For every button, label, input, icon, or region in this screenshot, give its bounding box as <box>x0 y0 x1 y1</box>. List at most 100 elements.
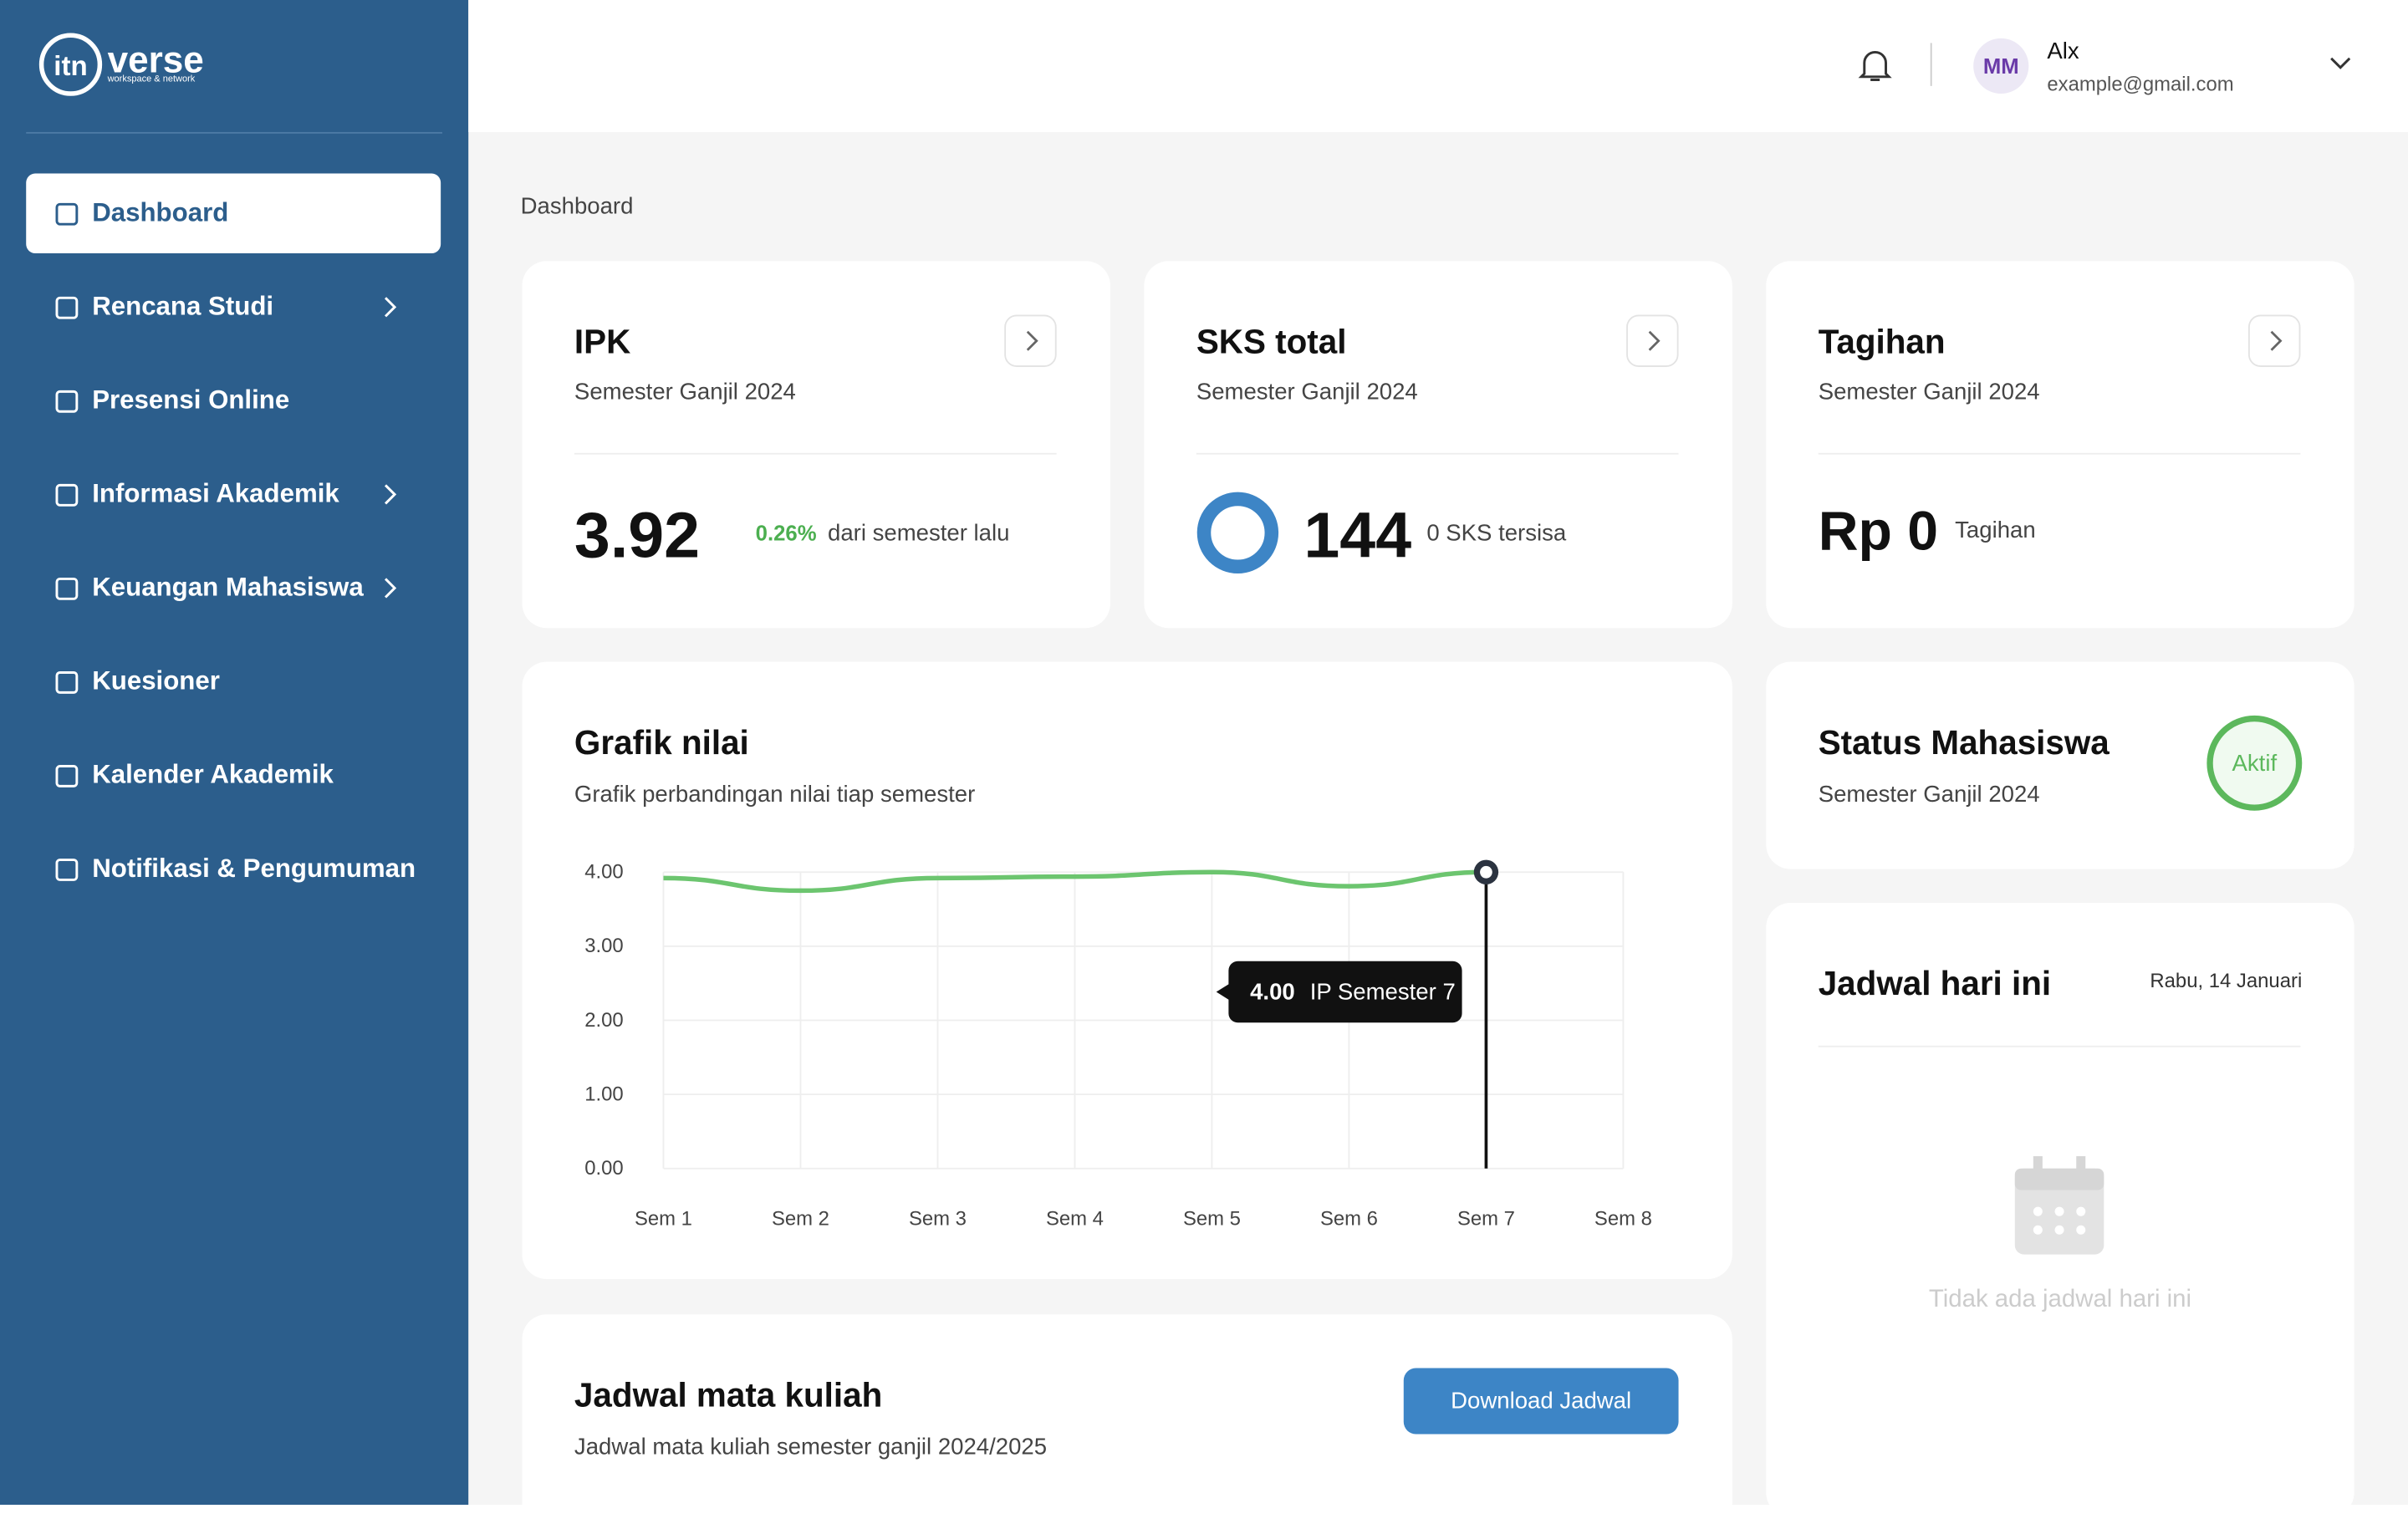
x-tick-label: Sem 3 <box>909 1208 967 1231</box>
y-tick-label: 2.00 <box>584 1009 623 1032</box>
breadcrumb: Dashboard <box>520 193 634 220</box>
chart-card: Grafik nilai Grafik perbandingan nilai t… <box>522 661 1732 1279</box>
logo-tagline: workspace & network <box>107 74 196 85</box>
divider <box>574 452 1057 455</box>
card-title: IPK <box>574 322 631 361</box>
sidebar: itn verse workspace & network Dashboard R… <box>0 0 469 1505</box>
bill-value: Rp 0 <box>1818 498 1938 563</box>
arrow-icon <box>1026 330 1038 351</box>
y-tick-label: 1.00 <box>584 1083 623 1105</box>
ipk-value: 3.92 <box>574 498 701 572</box>
menu-icon <box>55 201 79 225</box>
card-link[interactable] <box>1004 314 1057 367</box>
y-tick-label: 3.00 <box>584 935 623 957</box>
card-title: SKS total <box>1196 322 1347 361</box>
sks-value: 144 <box>1303 498 1412 572</box>
divider <box>26 131 442 134</box>
divider <box>1196 452 1679 455</box>
chevron <box>384 297 397 318</box>
card-subtitle: Semester Ganjil 2024 <box>1196 379 1418 405</box>
tooltip-value: 4.00 <box>1250 979 1295 1005</box>
menu-item[interactable]: Dashboard <box>26 173 441 254</box>
chart-title: Grafik nilai <box>574 723 749 762</box>
bell-icon[interactable] <box>1858 48 1892 84</box>
line-series <box>663 869 1487 894</box>
download-button[interactable]: Download Jadwal <box>1403 1368 1679 1435</box>
card-link[interactable] <box>2247 314 2301 367</box>
button-label: Download Jadwal <box>1451 1388 1632 1414</box>
calendar-icon <box>2014 1156 2104 1255</box>
course-title: Jadwal mata kuliah <box>574 1375 883 1414</box>
sks-note: 0 SKS tersisa <box>1426 520 1567 547</box>
x-tick-label: Sem 5 <box>1183 1208 1241 1231</box>
user-name: Alx <box>2047 38 2079 65</box>
tooltip-label: IP Semester 7 <box>1310 979 1456 1005</box>
menu-icon <box>55 577 79 599</box>
menu-item[interactable]: Keuangan Mahasiswa <box>26 548 441 629</box>
status-card: Status Mahasiswa Semester Ganjil 2024 Ak… <box>1766 661 2354 869</box>
divider <box>1818 1045 2301 1047</box>
menu-icon <box>55 295 79 319</box>
svg-text:itn: itn <box>54 51 87 82</box>
course-card: Jadwal mata kuliah Jadwal mata kuliah se… <box>522 1314 1732 1529</box>
avatar[interactable]: MM <box>1973 38 2029 94</box>
today-card: Jadwal hari ini Rabu, 14 Januari Tidak a… <box>1766 902 2354 1517</box>
menu-label: Rencana Studi <box>92 291 274 321</box>
bill-note: Tagihan <box>1955 517 2036 544</box>
divider <box>1930 43 1932 86</box>
ipk-card: IPK Semester Ganjil 2024 3.92 0.26% dari… <box>522 261 1110 629</box>
today-title: Jadwal hari ini <box>1818 964 2052 1003</box>
menu-label: Informasi Akademik <box>92 479 339 508</box>
y-tick-label: 4.00 <box>584 861 623 884</box>
course-subtitle: Jadwal mata kuliah semester ganjil 2024/… <box>574 1434 1048 1460</box>
chart: 0.00 1.00 2.00 3.00 4.00 Sem 1 Sem 2 Sem 3 Sem 4… <box>584 859 1652 1231</box>
menu-label: Presensi Online <box>92 385 290 415</box>
menu-item[interactable]: Kalender Akademik <box>26 736 441 816</box>
chevron <box>384 578 397 599</box>
menu-item[interactable]: Rencana Studi <box>26 268 441 348</box>
menu-label: Notifikasi & Pengumuman <box>92 854 416 884</box>
hover-point-inner <box>1480 865 1492 879</box>
card-subtitle: Semester Ganjil 2024 <box>1818 379 2040 405</box>
x-tick-label: Sem 4 <box>1046 1208 1104 1231</box>
x-tick-label: Sem 8 <box>1594 1208 1652 1231</box>
x-tick-label: Sem 2 <box>772 1208 829 1231</box>
status-subtitle: Semester Ganjil 2024 <box>1818 781 2040 808</box>
dropdown-icon[interactable] <box>2329 55 2351 70</box>
topbar: MM Alx example@gmail.com <box>468 0 2408 132</box>
menu-item[interactable]: Presensi Online <box>26 361 441 441</box>
status-title: Status Mahasiswa <box>1818 723 2110 762</box>
bill-card: Tagihan Semester Ganjil 2024 Rp 0 Tagiha… <box>1766 261 2354 629</box>
menu-icon <box>55 389 79 412</box>
menu-label: Kuesioner <box>92 666 220 696</box>
chart-subtitle: Grafik perbandingan nilai tiap semester <box>574 781 976 808</box>
card-title: Tagihan <box>1818 322 1946 361</box>
tooltip-box <box>1216 961 1462 1023</box>
menu-item[interactable]: Informasi Akademik <box>26 455 441 535</box>
sks-donut <box>1196 492 1279 574</box>
menu-icon <box>55 670 79 693</box>
logo-icon: itn <box>38 33 103 96</box>
card-subtitle: Semester Ganjil 2024 <box>574 379 796 405</box>
card-link[interactable] <box>1626 314 1679 367</box>
divider <box>1818 452 2301 455</box>
menu-label: Keuangan Mahasiswa <box>92 573 364 602</box>
menu-icon <box>55 483 79 506</box>
x-tick-label: Sem 6 <box>1320 1208 1378 1231</box>
chevron <box>384 484 397 505</box>
status-badge: Aktif <box>2206 715 2303 811</box>
menu-item[interactable]: Notifikasi & Pengumuman <box>26 829 441 910</box>
today-date: Rabu, 14 Januari <box>2150 968 2303 992</box>
x-tick-label: Sem 1 <box>635 1208 692 1231</box>
user-email: example@gmail.com <box>2047 72 2234 95</box>
menu-icon <box>55 858 79 880</box>
arrow-icon <box>2270 330 2283 351</box>
arrow-icon <box>1648 330 1661 351</box>
sks-card: SKS total Semester Ganjil 2024 144 0 SKS… <box>1144 261 1732 629</box>
menu-item[interactable]: Kuesioner <box>26 642 441 722</box>
x-tick-label: Sem 7 <box>1457 1208 1515 1231</box>
empty-text: Tidak ada jadwal hari ini <box>1928 1287 2192 1313</box>
menu-label: Kalender Akademik <box>92 760 334 790</box>
